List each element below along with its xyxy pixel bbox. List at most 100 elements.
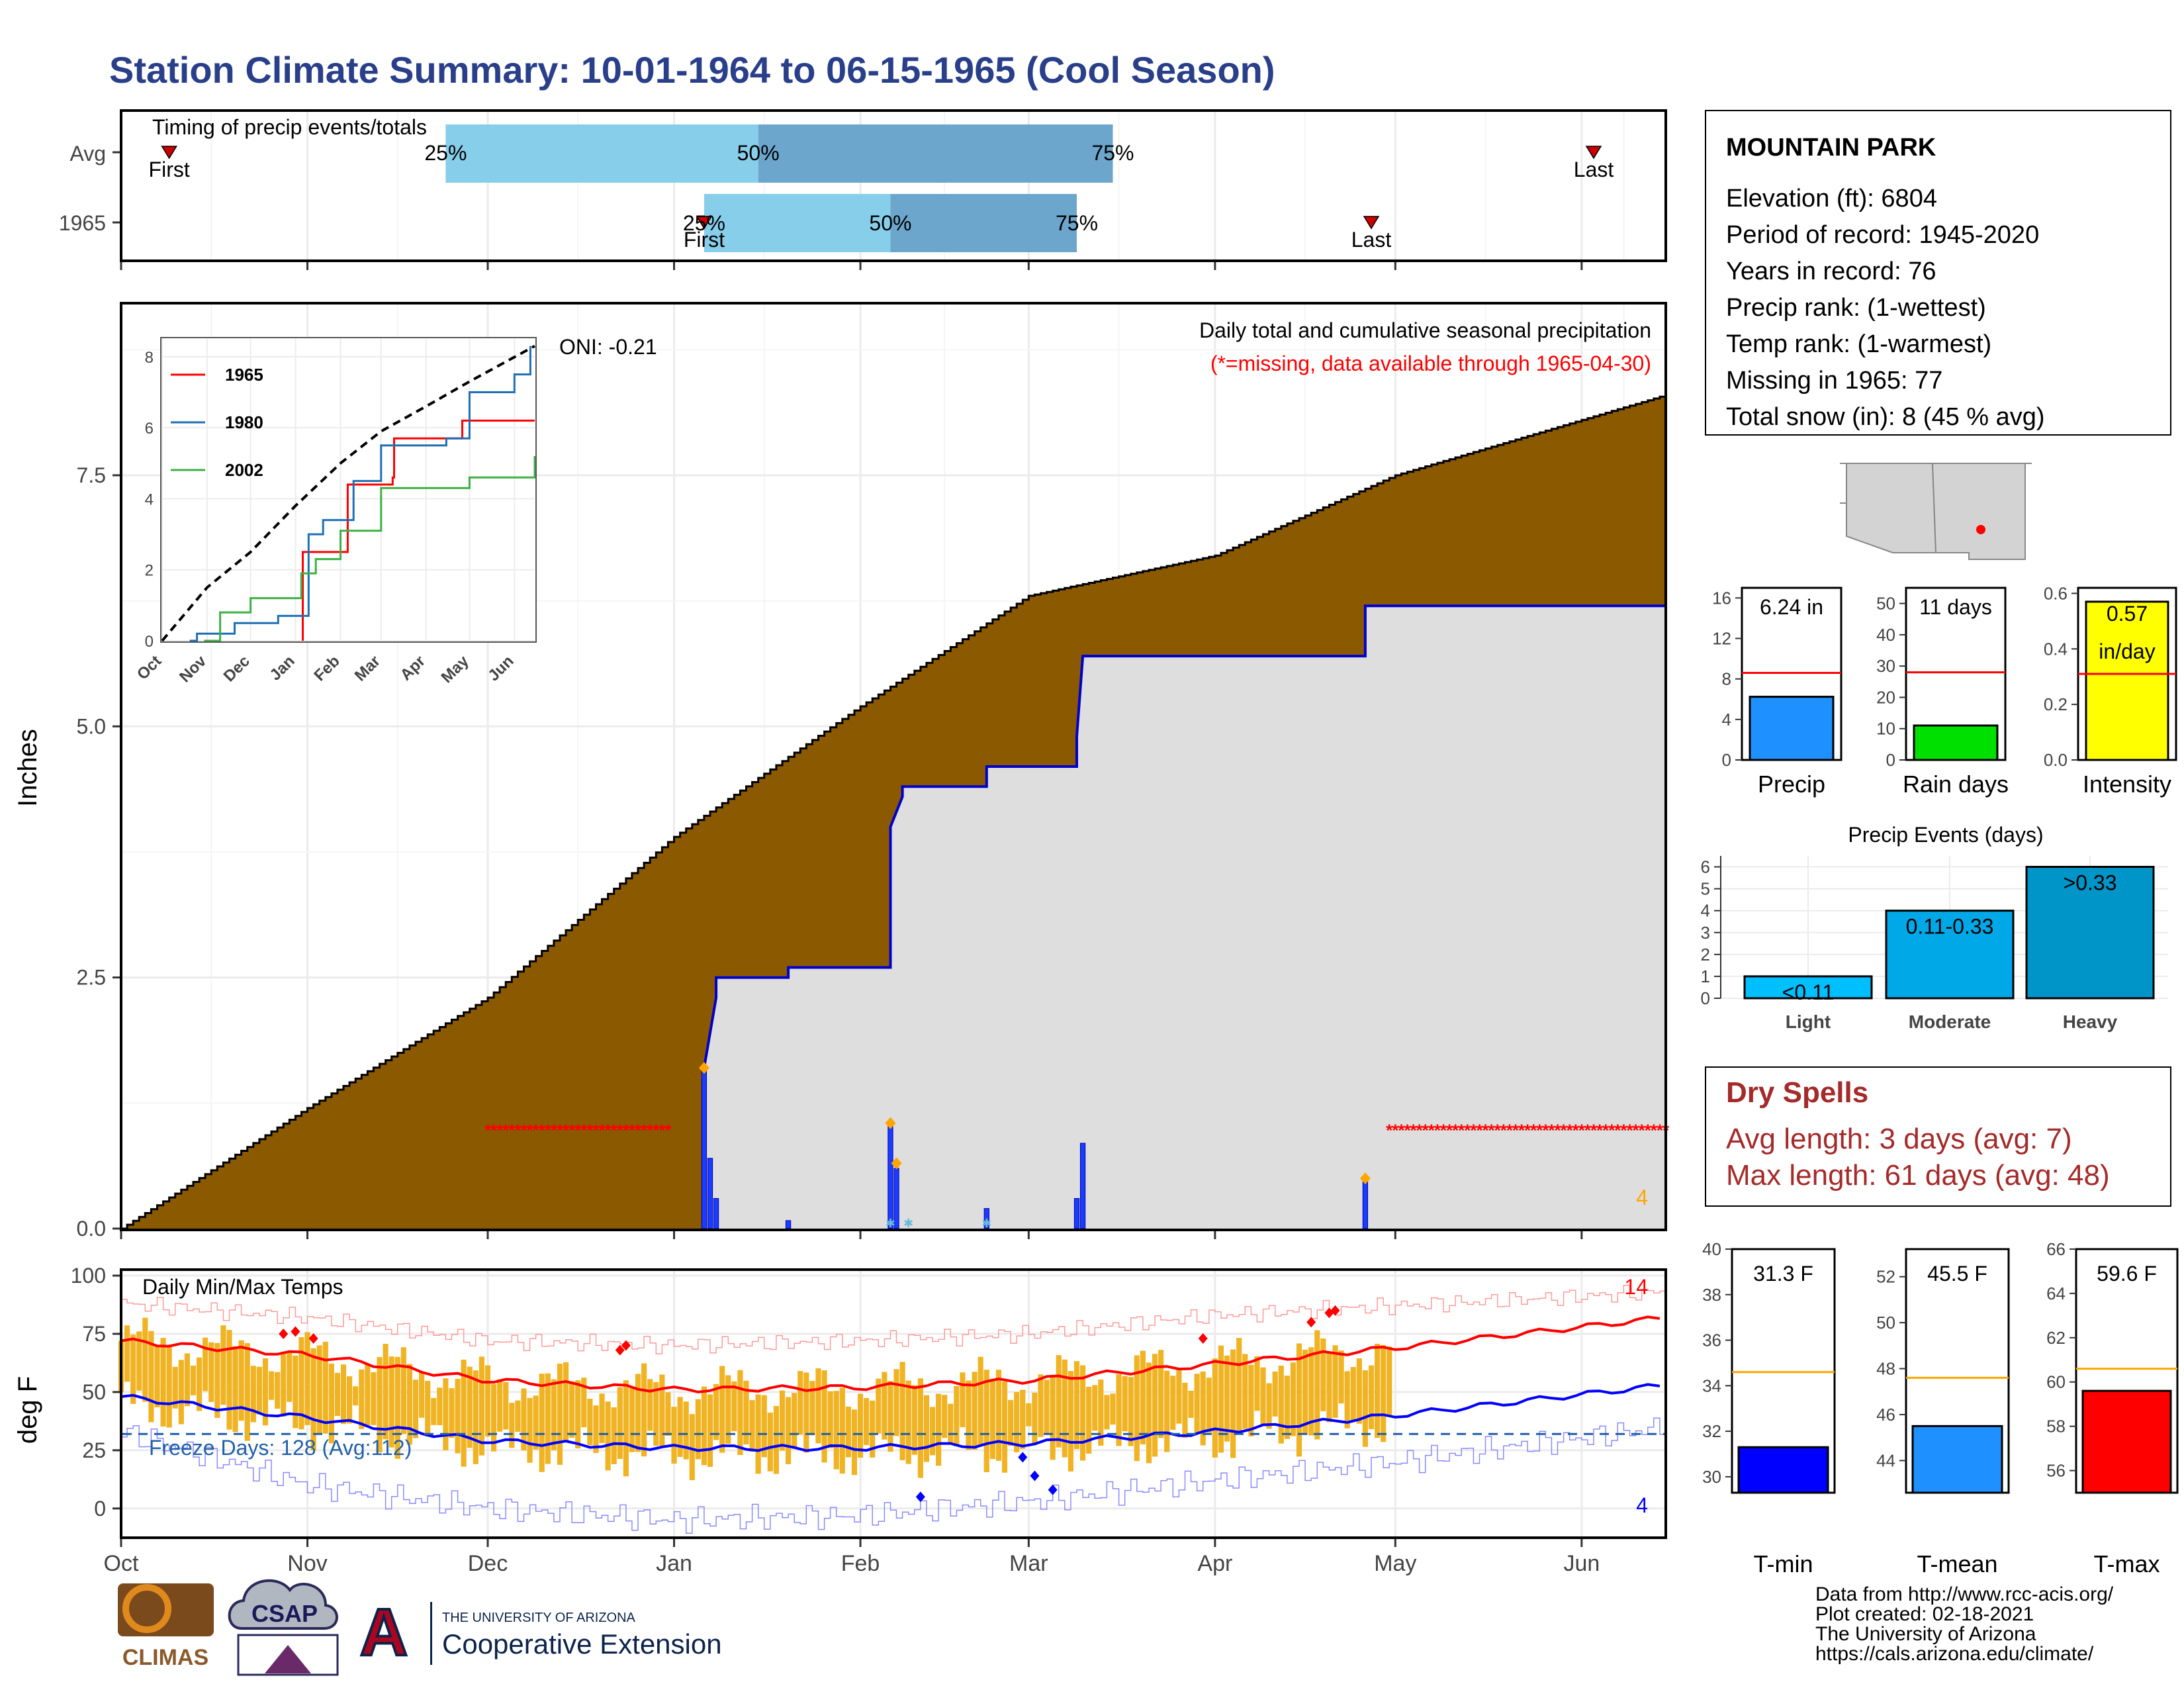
daily-temp-bar <box>208 1342 214 1402</box>
daily-temp-bar <box>1381 1344 1387 1442</box>
daily-temp-bar <box>1079 1365 1086 1461</box>
daily-temp-bar <box>214 1342 220 1418</box>
ua-line-1: THE UNIVERSITY OF ARIZONA <box>442 1611 636 1625</box>
month-tick-label: Oct <box>104 1551 139 1576</box>
record-low-marker <box>1018 1452 1028 1463</box>
mini-chart-tick-label: 40 <box>1876 625 1895 645</box>
daily-temp-bar <box>761 1395 767 1458</box>
record-low-marker <box>1030 1470 1040 1481</box>
missing-data-marker: * <box>557 1120 564 1140</box>
precip-corner-label: 4 <box>1636 1186 1648 1209</box>
missing-data-marker: * <box>1482 1120 1489 1140</box>
daily-temp-bar <box>1104 1395 1110 1430</box>
daily-temp-bar <box>905 1380 911 1464</box>
missing-data-marker: * <box>1422 1120 1430 1140</box>
daily-temp-bar <box>767 1412 773 1472</box>
daily-temp-bar <box>966 1380 972 1450</box>
daily-temp-bar <box>473 1370 478 1464</box>
missing-data-marker: * <box>1578 1120 1586 1140</box>
events-y-tick-label: 2 <box>1701 945 1710 964</box>
daily-precip-bar <box>701 1067 707 1229</box>
daily-temp-bar <box>635 1374 641 1452</box>
daily-temp-bar <box>1368 1365 1375 1429</box>
csap-mountain-icon <box>265 1645 311 1673</box>
temp-summary-label: T-mean <box>1917 1550 1997 1577</box>
inset-series-line-avg <box>161 344 535 642</box>
missing-data-marker: * <box>563 1120 570 1140</box>
daily-temp-bar <box>250 1366 256 1423</box>
missing-data-marker: * <box>1542 1120 1549 1140</box>
daily-temp-bar <box>220 1325 226 1405</box>
daily-temp-bar <box>1260 1367 1266 1425</box>
avg-cumulative-outline <box>121 395 1667 1230</box>
daily-temp-bar <box>1110 1393 1116 1425</box>
daily-temp-bar <box>857 1393 864 1458</box>
daily-temp-bar <box>749 1400 755 1452</box>
record-high-marker <box>1198 1333 1208 1344</box>
month-tick-label: Jan <box>656 1551 692 1576</box>
temp-summary-tick-label: 56 <box>2046 1461 2066 1481</box>
daily-temp-bar <box>623 1380 629 1477</box>
precip-y-tick-label: 2.5 <box>77 966 106 990</box>
missing-data-marker: * <box>1561 1120 1568 1140</box>
daily-temp-bar <box>1164 1370 1170 1452</box>
missing-data-marker: * <box>1464 1120 1471 1140</box>
footer-line-3: The University of Arizona <box>1815 1623 2036 1645</box>
daily-temp-bar <box>611 1407 617 1464</box>
missing-data-marker: * <box>1476 1120 1483 1140</box>
daily-temp-bar <box>1026 1403 1032 1427</box>
precip-panel: ✱ ✱ ✱******************************* ******… <box>13 302 1670 1241</box>
daily-temp-bar <box>1170 1376 1176 1430</box>
missing-data-marker: * <box>1410 1120 1418 1140</box>
daily-temp-bar <box>1224 1355 1230 1442</box>
daily-temp-bar <box>737 1370 743 1456</box>
daily-temp-bar <box>1296 1343 1302 1457</box>
daily-temp-bar <box>917 1378 923 1478</box>
daily-temp-bar <box>845 1406 851 1458</box>
temp-corner-low: 4 <box>1636 1493 1648 1517</box>
daily-temp-bar <box>1140 1350 1146 1445</box>
timing-title: Timing of precip events/totals <box>152 115 427 139</box>
temp-summary-tick-label: 34 <box>1702 1376 1721 1395</box>
daily-temp-bar <box>581 1378 587 1428</box>
temp-summary-tick-label: 44 <box>1876 1450 1895 1470</box>
daily-temp-bar <box>503 1382 509 1430</box>
daily-temp-bar <box>995 1370 1002 1461</box>
month-tick-label: Feb <box>841 1551 880 1576</box>
record-low-marker <box>1048 1484 1058 1495</box>
avg-max-line <box>120 1315 1661 1393</box>
missing-data-marker: * <box>598 1120 606 1140</box>
mini-chart-tick-label: 8 <box>1722 669 1731 689</box>
missing-data-marker: * <box>1446 1120 1453 1140</box>
daily-temp-bar <box>701 1386 707 1466</box>
daily-temp-bar <box>1356 1358 1362 1424</box>
temp-summary-tick-label: 52 <box>1876 1267 1895 1287</box>
last-event-label: Last <box>1351 228 1392 252</box>
events-category-label: Light <box>1786 1011 1831 1032</box>
missing-data-marker: * <box>1512 1120 1520 1140</box>
events-y-tick-label: 0 <box>1701 988 1710 1008</box>
footer-credits: Data from http://www.rcc-acis.org/ Plot … <box>1815 1583 2114 1665</box>
daily-temp-bar <box>437 1387 443 1425</box>
first-event-label: First <box>149 158 190 181</box>
daily-temp-bar <box>268 1371 275 1400</box>
daily-temp-bar <box>136 1331 142 1391</box>
missing-data-marker: * <box>533 1120 540 1140</box>
daily-temp-bar <box>124 1325 130 1382</box>
events-bar-label: >0.33 <box>2064 871 2117 895</box>
daily-temp-bar <box>365 1364 371 1426</box>
month-tick-label: Nov <box>287 1551 327 1576</box>
footer-line-2: Plot created: 02-18-2021 <box>1815 1603 2034 1625</box>
daily-temp-bar <box>870 1400 876 1458</box>
daily-temp-bar <box>569 1381 575 1438</box>
missing-data-marker: * <box>484 1120 492 1140</box>
events-y-tick-label: 5 <box>1701 879 1710 899</box>
missing-data-marker: * <box>520 1120 527 1140</box>
daily-temp-bar <box>689 1414 695 1480</box>
daily-precip-bar <box>707 1158 713 1229</box>
missing-data-marker: * <box>1506 1120 1514 1140</box>
daily-temp-bar <box>1326 1352 1332 1423</box>
missing-data-marker: * <box>641 1120 648 1140</box>
daily-temp-bar <box>509 1403 515 1448</box>
